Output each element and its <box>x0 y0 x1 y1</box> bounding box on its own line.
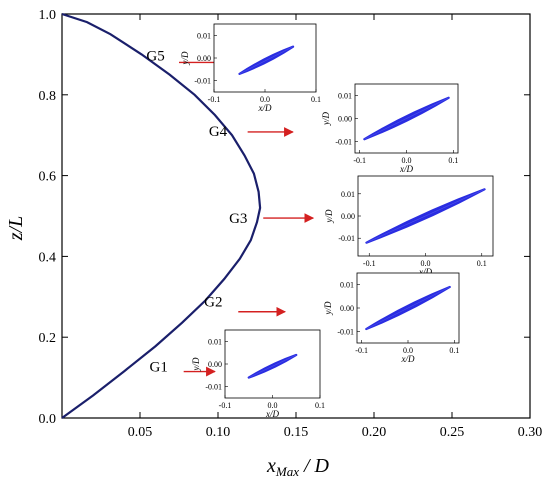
y-tick-label-4: 0.8 <box>39 89 57 104</box>
inset-x-tick-label-2: 0.1 <box>315 401 325 410</box>
y-tick-label-0: 0.0 <box>39 412 57 427</box>
gauge-label-g5: G5 <box>146 49 164 65</box>
inset-x-tick-label-0: -0.1 <box>219 401 232 410</box>
inset-y-label: y/D <box>323 301 333 315</box>
inset-y-label: y/D <box>321 112 331 126</box>
inset-y-tick-label-0: 0.01 <box>197 31 211 40</box>
plot-area: 0.05 0.10 0.15 0.20 0.25 0.30 0.0 0.2 0.4 0.6 0.8 1… <box>39 8 543 440</box>
x-tick-label-0: 0.05 <box>128 425 153 440</box>
gauge-label-g2: G2 <box>204 295 222 311</box>
inset-y-tick-label-0: 0.01 <box>338 92 352 101</box>
inset-y-label: y/D <box>180 51 190 65</box>
inset-y-tick-label-2: -0.01 <box>335 138 352 147</box>
inset-x-tick-label-2: 0.1 <box>449 346 459 355</box>
inset-x-label: x/D <box>418 267 432 277</box>
x-tick-label-5: 0.30 <box>518 425 543 440</box>
gauge-label-g1: G1 <box>150 359 168 375</box>
profile-line <box>61 12 262 419</box>
inset-g1: -0.1 0.0 0.1 0.01 0.00 -0.01 x/D y/D <box>191 329 325 419</box>
inset-x-tick-label-0: -0.1 <box>355 346 368 355</box>
inset-y-label: y/D <box>191 357 201 371</box>
inset-trajectory-core <box>239 46 294 75</box>
inset-x-tick-label-0: -0.1 <box>353 156 366 165</box>
inset-plots: -0.1 0.0 0.1 0.01 0.00 -0.01 x/D y/D -0.1 0.0 0.1 0… <box>180 23 494 419</box>
y-tick-label-1: 0.2 <box>39 331 57 346</box>
x-tick-label-3: 0.20 <box>362 425 387 440</box>
inset-y-tick-label-2: -0.01 <box>338 234 355 243</box>
inset-g3: -0.1 0.0 0.1 0.01 0.00 -0.01 x/D y/D <box>324 175 494 277</box>
y-tick-label-2: 0.4 <box>39 250 57 265</box>
inset-x-tick-label-1: 0.0 <box>402 156 412 165</box>
inset-x-label: x/D <box>258 103 272 113</box>
inset-trajectory-core <box>366 286 450 330</box>
inset-x-tick-label-2: 0.1 <box>448 156 458 165</box>
gauge-label-g3: G3 <box>229 211 247 227</box>
x-tick-label-4: 0.25 <box>440 425 465 440</box>
inset-y-tick-label-1: 0.00 <box>340 304 354 313</box>
inset-y-tick-label-0: 0.01 <box>341 190 355 199</box>
inset-x-label: x/D <box>265 409 279 419</box>
inset-g5: -0.1 0.0 0.1 0.01 0.00 -0.01 x/D y/D <box>180 23 321 113</box>
x-tick-label-1: 0.10 <box>206 425 231 440</box>
inset-y-tick-label-1: 0.00 <box>208 360 222 369</box>
gauge-label-g4: G4 <box>209 124 228 140</box>
y-axis-label: z/L <box>5 216 27 241</box>
inset-y-tick-label-2: -0.01 <box>205 383 222 392</box>
inset-x-label: x/D <box>401 354 415 364</box>
x-tick-label-2: 0.15 <box>284 425 309 440</box>
inset-x-tick-label-0: -0.1 <box>208 95 221 104</box>
inset-y-label: y/D <box>324 209 334 223</box>
y-tick-label-5: 1.0 <box>39 8 57 23</box>
inset-y-tick-label-0: 0.01 <box>340 281 354 290</box>
x-axis-label: xMax / D <box>266 455 330 479</box>
inset-y-tick-label-1: 0.00 <box>338 115 352 124</box>
inset-x-label: x/D <box>399 164 413 174</box>
inset-y-tick-label-2: -0.01 <box>194 77 211 86</box>
inset-y-tick-label-1: 0.00 <box>197 54 211 63</box>
inset-x-tick-label-1: 0.0 <box>268 401 278 410</box>
inset-trajectory-core <box>366 189 485 243</box>
inset-x-tick-label-2: 0.1 <box>477 259 487 268</box>
inset-y-tick-label-1: 0.00 <box>341 212 355 221</box>
inset-x-tick-label-0: -0.1 <box>363 259 376 268</box>
inset-g2: -0.1 0.0 0.1 0.01 0.00 -0.01 x/D y/D <box>323 272 460 364</box>
inset-x-tick-label-2: 0.1 <box>311 95 321 104</box>
inset-g4: -0.1 0.0 0.1 0.01 0.00 -0.01 x/D y/D <box>321 83 459 174</box>
inset-y-tick-label-0: 0.01 <box>208 337 222 346</box>
axis-labels: xMax / D z/L <box>5 216 330 479</box>
inset-x-tick-label-1: 0.0 <box>421 259 431 268</box>
inset-x-tick-label-1: 0.0 <box>403 346 413 355</box>
inset-x-tick-label-1: 0.0 <box>260 95 270 104</box>
inset-y-tick-label-2: -0.01 <box>337 327 354 336</box>
inset-trajectory-core <box>364 97 449 140</box>
inset-trajectory-core <box>248 354 297 378</box>
y-tick-label-3: 0.6 <box>39 170 57 185</box>
